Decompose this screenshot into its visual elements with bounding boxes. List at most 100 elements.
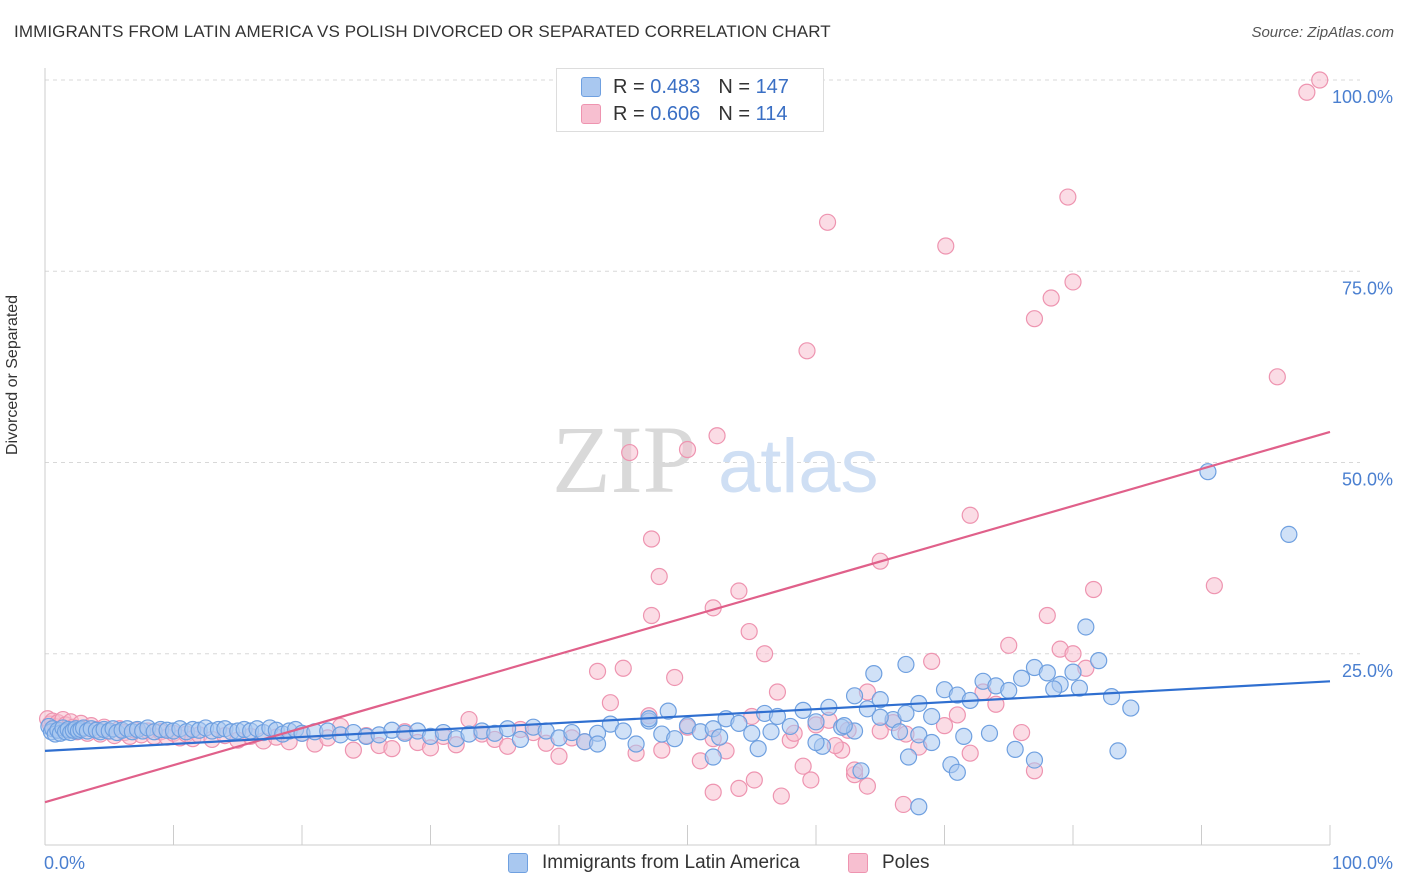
poles-point — [894, 795, 912, 814]
latin-america-trend-line — [44, 680, 1331, 753]
poles-point — [621, 443, 639, 462]
latin-america-point — [511, 730, 530, 749]
legend-n-label: N = — [718, 75, 750, 98]
watermark-atlas: atlas — [718, 424, 879, 509]
latin-america-point — [1122, 699, 1140, 717]
latin-america-point — [910, 798, 928, 816]
y-tick-label: 25.0% — [1342, 661, 1393, 681]
poles-point — [1298, 83, 1316, 101]
legend-item-poles[interactable]: Poles — [848, 852, 930, 874]
legend-swatch-pink — [581, 104, 601, 124]
poles-point — [858, 777, 877, 795]
poles-point — [802, 771, 820, 789]
latin-america-point — [704, 748, 722, 766]
latin-america-point — [1077, 618, 1095, 636]
poles-point — [948, 706, 966, 724]
poles-point — [678, 440, 697, 459]
latin-america-point — [749, 740, 767, 758]
x-tick-label-min: 0.0% — [44, 853, 85, 873]
y-tick-label: 50.0% — [1342, 470, 1393, 490]
watermark-zip: ZIP — [552, 406, 696, 513]
y-axis-label: Divorced or Separated — [4, 295, 22, 455]
latin-america-point — [1109, 742, 1127, 760]
poles-point — [772, 787, 790, 805]
latin-america-point — [1012, 669, 1031, 687]
poles-point — [937, 237, 955, 255]
poles-point — [704, 783, 722, 801]
poles-point — [614, 659, 632, 677]
legend-item-latin-america[interactable]: Immigrants from Latin America — [508, 852, 800, 874]
poles-point — [1059, 188, 1077, 206]
grid-lines — [45, 79, 1360, 655]
legend-n-label: N = — [718, 102, 750, 125]
poles-point — [550, 747, 568, 765]
poles-point — [730, 582, 748, 600]
series-latin-america-points — [40, 463, 1298, 816]
poles-point — [1000, 636, 1018, 654]
poles-point — [650, 567, 668, 586]
poles-point — [1311, 71, 1329, 89]
latin-america-point — [897, 655, 915, 674]
latin-america-point — [890, 723, 909, 741]
latin-america-point — [1000, 681, 1018, 700]
latin-america-point — [1064, 663, 1082, 681]
latin-america-point — [743, 724, 761, 742]
poles-point — [730, 779, 748, 797]
poles-point — [768, 683, 787, 701]
series-legend: Immigrants from Latin America Poles — [0, 852, 1406, 876]
latin-america-point — [1090, 652, 1108, 670]
legend-label-poles: Poles — [882, 852, 930, 873]
latin-america-point — [1280, 525, 1298, 544]
latin-america-point — [711, 728, 729, 746]
latin-america-point — [897, 704, 915, 723]
latin-america-point — [666, 730, 684, 748]
poles-point — [653, 741, 671, 759]
latin-america-point — [1102, 687, 1121, 706]
legend-swatch-blue — [581, 77, 601, 97]
latin-america-point — [923, 733, 941, 752]
latin-america-point — [835, 717, 853, 735]
poles-point — [818, 213, 837, 231]
latin-america-point — [1038, 664, 1056, 682]
latin-america-point — [899, 748, 918, 766]
latin-america-point — [807, 733, 825, 752]
legend-r-label: R = — [613, 102, 645, 125]
legend-swatch-poles — [848, 853, 868, 873]
latin-america-point — [807, 713, 825, 731]
latin-america-point — [588, 735, 607, 753]
legend-r-value: 0.606 — [650, 102, 701, 125]
poles-point — [798, 342, 816, 360]
correlation-legend: R = 0.483 N = 147 R = 0.606 N = 114 — [556, 68, 824, 132]
poles-point — [344, 741, 362, 759]
legend-r-value: 0.483 — [650, 75, 701, 98]
poles-point — [383, 740, 401, 758]
legend-n-value: 147 — [755, 75, 789, 98]
legend-row-poles: R = 0.606 N = 114 — [581, 101, 787, 127]
poles-point — [1042, 289, 1060, 307]
watermark: ZIP atlas — [552, 406, 879, 513]
latin-america-point — [852, 762, 870, 780]
poles-point — [794, 757, 812, 775]
legend-label-latin-america: Immigrants from Latin America — [542, 852, 800, 873]
latin-america-point — [563, 723, 581, 742]
latin-america-point — [845, 687, 864, 705]
poles-point — [961, 506, 979, 524]
latin-america-point — [499, 720, 517, 738]
chart-title: IMMIGRANTS FROM LATIN AMERICA VS POLISH … — [14, 22, 831, 41]
y-axis-label-text: Divorced or Separated — [4, 294, 21, 455]
latin-america-point — [871, 708, 889, 726]
legend-r-label: R = — [613, 75, 645, 98]
source-label: Source: ZipAtlas.com — [1251, 24, 1394, 41]
poles-point — [1064, 273, 1082, 291]
latin-america-point — [1045, 680, 1063, 698]
latin-america-point — [1025, 751, 1044, 769]
poles-point — [961, 744, 979, 762]
poles-point — [460, 710, 478, 729]
latin-america-point — [923, 707, 941, 726]
latin-america-point — [871, 691, 889, 709]
poles-point — [588, 662, 607, 680]
legend-swatch-latin-america — [508, 853, 528, 873]
poles-trend-line — [44, 430, 1331, 804]
poles-point — [642, 606, 661, 625]
